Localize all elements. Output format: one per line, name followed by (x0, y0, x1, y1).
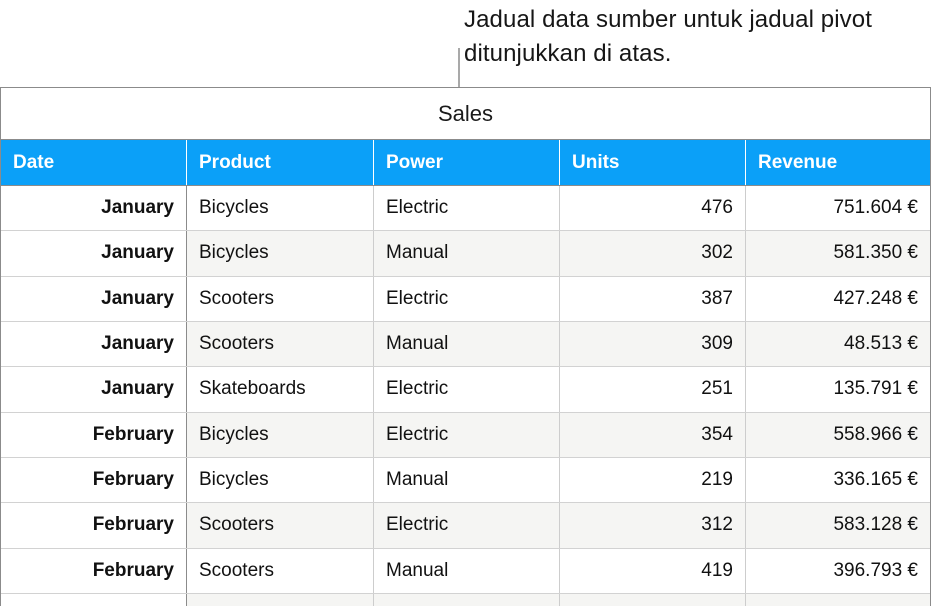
column-header-units: Units (560, 140, 746, 185)
table-title: Sales (437, 100, 494, 126)
product-cell: Bicycles (187, 457, 374, 503)
product-cell: Scooters (187, 503, 374, 548)
source-data-table: Sales Date Product Power Units Revenue J… (0, 87, 931, 606)
table-body: January Bicycles Electric 476 751.604 € Janua… (1, 186, 930, 606)
column-header-product: Product (187, 140, 374, 185)
product-cell: Scooters (187, 548, 374, 593)
power-cell: Electric (374, 367, 560, 412)
date-cell: January (1, 367, 187, 412)
table-row: February Bicycles Manual 219 336.165 € (1, 457, 930, 504)
column-header-revenue: Revenue (746, 140, 930, 185)
power-cell: Manual (374, 321, 560, 367)
table-row: January Bicycles Manual 302 581.350 € (1, 231, 930, 277)
revenue-cell: 558.966 € (746, 412, 930, 457)
revenue-cell: 396.793 € (746, 548, 930, 593)
units-cell: 476 (560, 186, 746, 231)
date-cell: January (1, 231, 187, 276)
date-cell: February (1, 503, 187, 548)
revenue-cell: 48.513 € (746, 321, 930, 367)
product-cell: Scooters (187, 276, 374, 321)
table-row: January Scooters Manual 309 48.513 € (1, 321, 930, 368)
date-cell: January (1, 276, 187, 321)
product-cell: Skateboards (187, 367, 374, 412)
units-cell: 219 (560, 457, 746, 503)
table-row-partial (1, 593, 930, 606)
table-row: January Skateboards Electric 251 135.791 € (1, 367, 930, 413)
column-header-date: Date (1, 140, 187, 185)
power-cell: Manual (374, 548, 560, 593)
units-cell (560, 593, 746, 606)
units-cell: 387 (560, 276, 746, 321)
units-cell: 419 (560, 548, 746, 593)
table-row: February Bicycles Electric 354 558.966 € (1, 412, 930, 458)
revenue-cell: 336.165 € (746, 457, 930, 503)
units-cell: 251 (560, 367, 746, 412)
units-cell: 354 (560, 412, 746, 457)
revenue-cell: 135.791 € (746, 367, 930, 412)
product-cell: Bicycles (187, 231, 374, 276)
power-cell: Electric (374, 412, 560, 457)
power-cell: Electric (374, 276, 560, 321)
callout-caption-line1: Jadual data sumber untuk jadual pivot (464, 6, 872, 33)
callout-connector-line (458, 48, 460, 88)
date-cell: February (1, 457, 187, 503)
product-cell: Bicycles (187, 412, 374, 457)
power-cell (374, 593, 560, 606)
units-cell: 302 (560, 231, 746, 276)
table-row: February Scooters Electric 312 583.128 € (1, 503, 930, 549)
date-cell (1, 593, 187, 606)
revenue-cell (746, 593, 930, 606)
units-cell: 312 (560, 503, 746, 548)
product-cell: Bicycles (187, 186, 374, 231)
callout-caption-line2: ditunjukkan di atas. (464, 40, 672, 67)
date-cell: January (1, 186, 187, 231)
revenue-cell: 427.248 € (746, 276, 930, 321)
power-cell: Manual (374, 457, 560, 503)
date-cell: February (1, 548, 187, 593)
product-cell (187, 593, 374, 606)
units-cell: 309 (560, 321, 746, 367)
revenue-cell: 751.604 € (746, 186, 930, 231)
table-row: January Scooters Electric 387 427.248 € (1, 276, 930, 322)
product-cell: Scooters (187, 321, 374, 367)
callout-caption: Jadual data sumber untuk jadual pivot di… (464, 3, 872, 71)
power-cell: Electric (374, 186, 560, 231)
table-row: February Scooters Manual 419 396.793 € (1, 548, 930, 594)
date-cell: January (1, 321, 187, 367)
power-cell: Manual (374, 231, 560, 276)
column-header-power: Power (374, 140, 560, 185)
table-header-row: Date Product Power Units Revenue (1, 140, 930, 186)
date-cell: February (1, 412, 187, 457)
revenue-cell: 583.128 € (746, 503, 930, 548)
power-cell: Electric (374, 503, 560, 548)
table-title-row: Sales (1, 88, 930, 140)
revenue-cell: 581.350 € (746, 231, 930, 276)
table-row: January Bicycles Electric 476 751.604 € (1, 186, 930, 232)
